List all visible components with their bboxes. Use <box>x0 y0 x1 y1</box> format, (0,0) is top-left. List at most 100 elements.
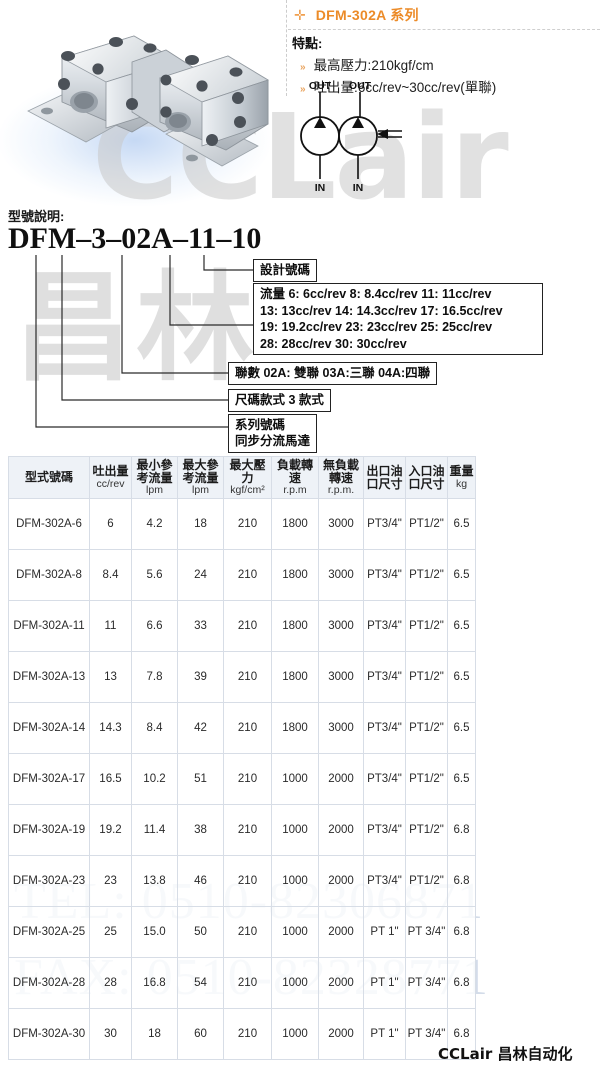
th-weight: 重量 kg <box>447 455 476 500</box>
plus-icon: ✛ <box>294 7 306 23</box>
brand-footer: CCLair 昌林自动化 <box>438 1045 573 1063</box>
cell-value: PT 1" <box>363 906 406 959</box>
model-code-heading: 型號說明: <box>8 209 65 224</box>
cell-value: 11 <box>89 600 132 653</box>
cell-value: PT1/2" <box>405 855 448 908</box>
th-label: 最大參考流量 <box>182 458 219 485</box>
cell-value: 2000 <box>318 1008 364 1061</box>
double-chevron-icon: » <box>300 84 306 95</box>
codebox-flow: 流量 6: 6cc/rev 8: 8.4cc/rev 11: 11cc/rev … <box>253 283 543 355</box>
th-outlet-size: 出口油口尺寸 <box>363 455 406 500</box>
cell-value: 25 <box>89 906 132 959</box>
cell-value: 8.4 <box>89 549 132 602</box>
cell-value: 18 <box>131 1008 178 1061</box>
cell-value: 6.5 <box>447 600 476 653</box>
cell-value: PT 3/4" <box>405 1008 448 1061</box>
cell-value: PT3/4" <box>363 804 406 857</box>
cell-value: 2000 <box>318 855 364 908</box>
cell-value: 13.8 <box>131 855 178 908</box>
cell-value: 50 <box>177 906 224 959</box>
cell-value: 54 <box>177 957 224 1010</box>
svg-text:OUT: OUT <box>349 80 372 92</box>
spec-panel: ✛ DFM-302A 系列 特點: » 最高壓力:210kgf/cm » 吐出量… <box>288 2 600 96</box>
double-chevron-icon: » <box>300 62 306 73</box>
panel-divider <box>286 0 287 96</box>
cell-value: 1800 <box>271 498 319 551</box>
cell-value: 30 <box>89 1008 132 1061</box>
cell-value: 42 <box>177 702 224 755</box>
th-unit: r.p.m. <box>327 484 355 497</box>
hydraulic-schematic: OUT OUT IN IN <box>292 78 462 198</box>
cell-value: 2000 <box>318 804 364 857</box>
th-label: 最小參考流量 <box>136 458 173 485</box>
th-label: 入口油口尺寸 <box>408 464 445 491</box>
cell-value: 1800 <box>271 549 319 602</box>
cell-value: PT3/4" <box>363 600 406 653</box>
codebox-group-count: 聯數 02A: 雙聯 03A:三聯 04A:四聯 <box>228 362 438 385</box>
th-max-flow: 最大參考流量 lpm <box>177 455 224 500</box>
th-max-pressure: 最大壓力 kgf/cm² <box>223 455 272 500</box>
cell-model: DFM-302A-28 <box>8 957 90 1010</box>
cell-value: PT1/2" <box>405 753 448 806</box>
feature-text: 最高壓力:210kgf/cm <box>313 58 434 73</box>
cell-model: DFM-302A-17 <box>8 753 90 806</box>
cell-value: 6.8 <box>447 906 476 959</box>
cell-value: PT1/2" <box>405 804 448 857</box>
cell-value: 13 <box>89 651 132 704</box>
cell-value: 210 <box>223 753 272 806</box>
cell-value: 6.6 <box>131 600 178 653</box>
product-photo <box>6 6 286 206</box>
cell-value: PT1/2" <box>405 651 448 704</box>
cell-value: 10.2 <box>131 753 178 806</box>
cell-value: PT1/2" <box>405 498 448 551</box>
cell-value: 28 <box>89 957 132 1010</box>
cell-value: 1000 <box>271 957 319 1010</box>
cell-value: 15.0 <box>131 906 178 959</box>
cell-value: 38 <box>177 804 224 857</box>
cell-value: 6 <box>89 498 132 551</box>
cell-value: 210 <box>223 804 272 857</box>
table-row: DFM-302A-14 14.3 8.4 42 210 1800 3000 PT3/4" PT1… <box>8 702 476 755</box>
cell-value: 1800 <box>271 600 319 653</box>
cell-value: 2000 <box>318 957 364 1010</box>
feature-item: » 最高壓力:210kgf/cm <box>288 54 600 74</box>
series-line-2: 同步分流馬達 <box>235 434 311 449</box>
th-unit: lpm <box>192 484 209 497</box>
cell-value: PT1/2" <box>405 600 448 653</box>
cell-value: 16.5 <box>89 753 132 806</box>
cell-value: 6.5 <box>447 753 476 806</box>
cell-value: 210 <box>223 1008 272 1061</box>
series-title: DFM-302A 系列 <box>315 7 419 23</box>
th-load-speed: 負載轉速 r.p.m <box>271 455 319 500</box>
cell-value: PT 3/4" <box>405 906 448 959</box>
cell-value: 5.6 <box>131 549 178 602</box>
cell-value: PT3/4" <box>363 855 406 908</box>
table-row: DFM-302A-6 6 4.2 18 210 1800 3000 PT3/4" PT1/2" 6… <box>8 498 476 551</box>
table-row: DFM-302A-25 25 15.0 50 210 1000 2000 PT 1" PT 3/… <box>8 906 476 959</box>
cell-value: 6.8 <box>447 957 476 1010</box>
cell-value: 6.5 <box>447 498 476 551</box>
cell-value: 210 <box>223 906 272 959</box>
cell-value: 3000 <box>318 498 364 551</box>
feature-item: » 吐出量:6cc/rev~30cc/rev(單聯) <box>288 76 600 96</box>
cell-value: 1800 <box>271 651 319 704</box>
table-row: DFM-302A-23 23 13.8 46 210 1000 2000 PT3/4" PT1/… <box>8 855 476 908</box>
cell-value: PT3/4" <box>363 498 406 551</box>
th-inlet-size: 入口油口尺寸 <box>405 455 448 500</box>
cell-value: 1000 <box>271 855 319 908</box>
th-label: 吐出量 <box>92 464 129 479</box>
cell-value: 1000 <box>271 804 319 857</box>
cell-value: 7.8 <box>131 651 178 704</box>
cell-model: DFM-302A-25 <box>8 906 90 959</box>
cell-model: DFM-302A-14 <box>8 702 90 755</box>
cell-value: 6.5 <box>447 549 476 602</box>
cell-model: DFM-302A-11 <box>8 600 90 653</box>
flow-line: 13: 13cc/rev 14: 14.3cc/rev 17: 16.5cc/r… <box>260 303 503 318</box>
spec-title-row: ✛ DFM-302A 系列 <box>288 2 600 29</box>
leader-lines <box>35 255 253 428</box>
th-unit: lpm <box>146 484 163 497</box>
th-min-flow: 最小參考流量 lpm <box>131 455 178 500</box>
th-unit: cc/rev <box>96 477 125 490</box>
cell-value: 1000 <box>271 906 319 959</box>
cell-value: PT 1" <box>363 1008 406 1061</box>
